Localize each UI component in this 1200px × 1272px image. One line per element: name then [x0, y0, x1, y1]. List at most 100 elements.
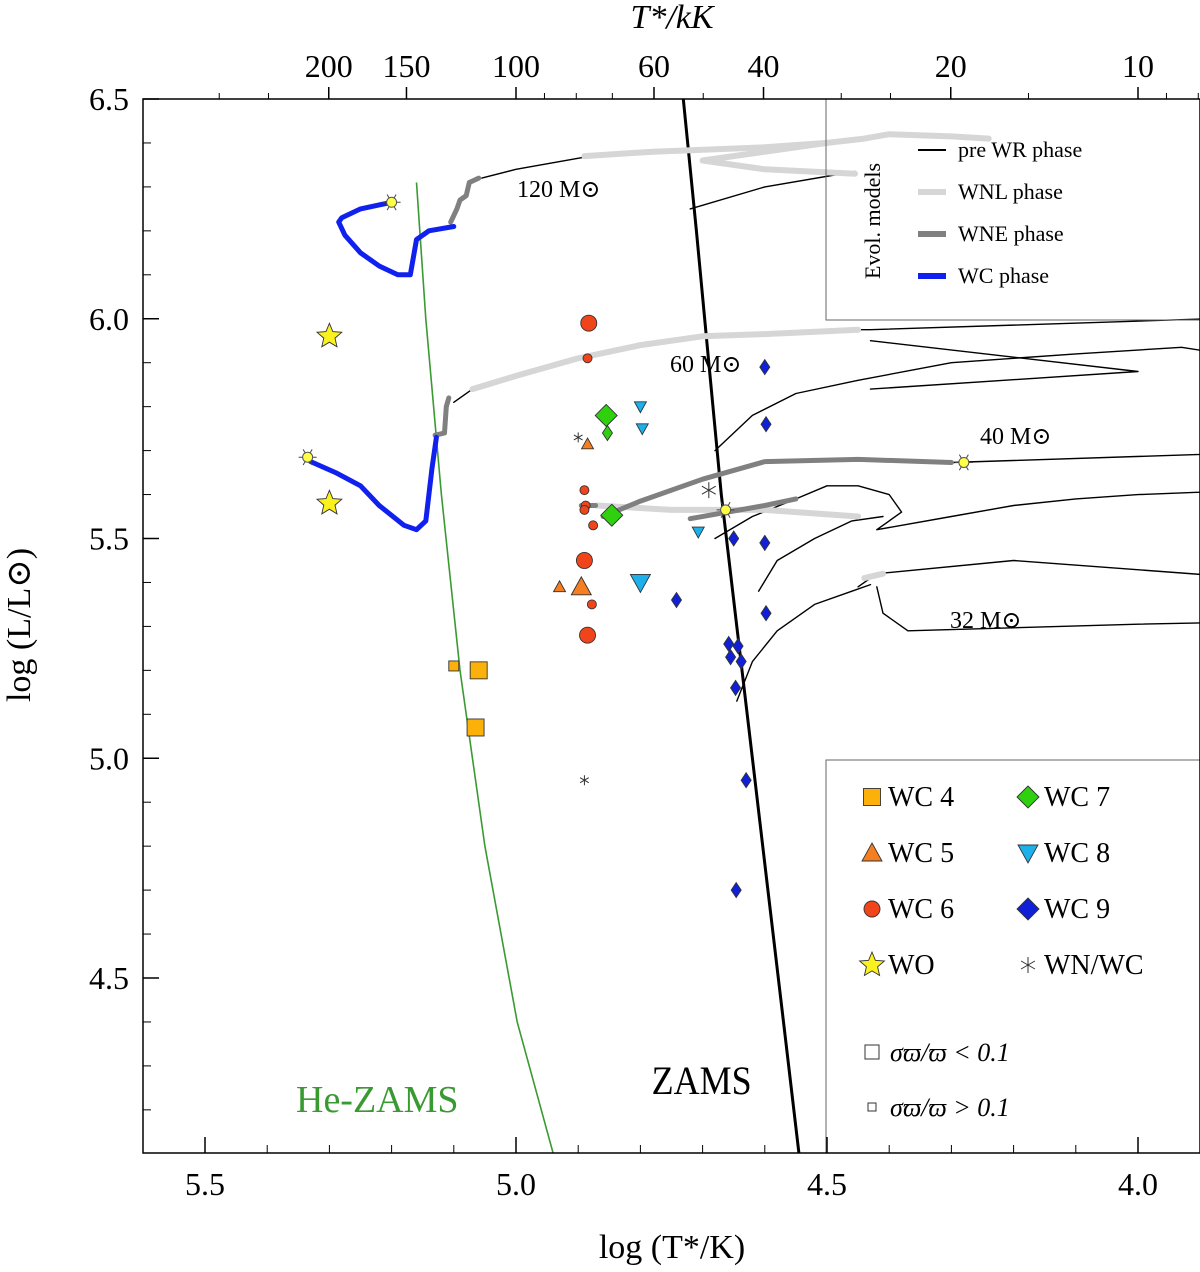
top-axis-title: T*/kK: [630, 0, 715, 36]
data-point-wc6: [582, 353, 593, 364]
zams-label: ZAMS: [652, 1059, 752, 1103]
data-point-wc9: [725, 648, 737, 666]
marker-legend-label-wc4: WC 4: [888, 782, 954, 813]
legend-marker-wc8: [1017, 844, 1039, 864]
track-label-32: 32 M⊙: [950, 608, 1021, 634]
y-tick-label: 4.5: [89, 960, 129, 996]
data-point-wc6: [586, 599, 597, 610]
track-wnl: [581, 131, 992, 160]
top-tick-label: 20: [935, 48, 967, 84]
track-pre-wr: [481, 155, 592, 179]
track-label-120: 120 M⊙: [517, 177, 600, 203]
x-axis-title: log (T*/K): [599, 1229, 745, 1266]
track-end-marker: [382, 194, 401, 211]
data-point-wc9: [723, 635, 735, 653]
data-point-wc8: [633, 401, 648, 414]
track-pre-wr: [869, 340, 1139, 390]
marker-legend-label-wc8: WC 8: [1044, 838, 1110, 869]
track-wnl: [861, 570, 886, 582]
marker-legend-label-wo: WO: [888, 950, 935, 981]
data-point-wc9: [759, 534, 771, 552]
legend-marker-wo: [858, 950, 886, 977]
evol-legend-label-wc: WC phase: [958, 263, 1049, 288]
track-wc: [308, 434, 439, 533]
data-point-wc9: [730, 679, 742, 697]
data-point-wc4: [448, 660, 460, 672]
he-zams-line: [415, 182, 554, 1153]
data-point-wc5: [570, 575, 593, 596]
data-point-wnwc-ray: [701, 485, 716, 495]
track-end-marker-dot: [958, 456, 970, 468]
track-pre-wr: [757, 515, 884, 592]
data-point-wc8: [691, 526, 706, 539]
data-point-wc9: [759, 358, 771, 376]
top-tick-label: 200: [305, 48, 353, 84]
legend-marker-wc7: [1016, 785, 1040, 809]
track-wnl: [699, 139, 858, 177]
data-point-wc4: [469, 661, 488, 680]
data-point-wnwc: [573, 432, 583, 443]
data-point-wc9: [730, 881, 742, 899]
data-point-wnwc: [701, 482, 716, 499]
legend-marker-wnwc: [1020, 957, 1036, 973]
data-point-wnwc: [579, 775, 590, 786]
evol-legend-label-wne: WNE phase: [958, 221, 1064, 246]
data-point-wc9: [670, 591, 683, 609]
legend-marker-wc5: [861, 842, 883, 862]
top-tick-label: 60: [638, 48, 670, 84]
track-end-marker: [716, 501, 735, 518]
data-point-wc9: [760, 604, 772, 622]
y-tick-label: 6.0: [89, 301, 129, 337]
legend-size-swatch-small: [867, 1102, 877, 1112]
track-wne: [600, 456, 954, 519]
marker-legend-label-wnwc: WN/WC: [1044, 950, 1144, 981]
evol-legend-label-wnl: WNL phase: [958, 179, 1063, 204]
data-point-wc4: [466, 718, 485, 737]
data-point-wc8: [629, 574, 652, 594]
data-point-wc9: [732, 637, 744, 655]
data-point-wc5: [580, 437, 595, 450]
track-pre-wr: [689, 170, 856, 210]
evol-legend-title: Evol. models: [860, 163, 885, 279]
track-end-marker-dot: [302, 451, 314, 463]
track-end-marker-dot: [386, 196, 398, 208]
evol-legend-box: [825, 99, 1200, 321]
legend-marker-wc6: [863, 900, 881, 918]
track-pre-wr: [950, 453, 1200, 464]
data-point-wc6: [580, 314, 598, 332]
data-point-wnwc-ray: [579, 777, 590, 784]
track-pre-wr: [453, 388, 474, 403]
data-point-wc8: [635, 423, 650, 436]
data-point-wc6: [579, 485, 590, 496]
data-point-wo: [315, 489, 343, 515]
x-tick-label: 4.5: [807, 1166, 847, 1202]
track-label-40: 40 M⊙: [980, 424, 1051, 450]
data-point-wc9: [760, 415, 772, 433]
data-point-wc6: [575, 552, 593, 569]
marker-legend-label-wc6: WC 6: [888, 894, 954, 925]
legend-marker-wc9: [1016, 897, 1040, 921]
evol-legend-label-pre-wr: pre WR phase: [958, 137, 1082, 162]
track-label-60: 60 M⊙: [670, 352, 741, 378]
data-point-wc6: [579, 504, 590, 515]
data-point-wc6: [588, 520, 599, 531]
track-end-marker: [954, 454, 973, 471]
track-pre-wr: [714, 318, 1200, 452]
data-point-wc6: [579, 626, 596, 644]
track-end-marker-dot: [720, 504, 732, 516]
track-pre-wr: [736, 583, 872, 702]
legend-size-swatch-large: [864, 1044, 880, 1060]
data-point-wnwc-ray: [573, 434, 583, 441]
data-point-wc9: [740, 771, 752, 789]
x-tick-label: 4.0: [1118, 1166, 1158, 1202]
x-tick-label: 5.5: [185, 1166, 225, 1202]
y-tick-label: 6.5: [89, 81, 129, 117]
top-tick-label: 40: [748, 48, 780, 84]
data-point-wc7: [601, 424, 613, 442]
y-tick-label: 5.0: [89, 740, 129, 776]
y-tick-label: 5.5: [89, 521, 129, 557]
legend-marker-wnwc-ray: [1020, 960, 1036, 970]
track-wne: [448, 175, 482, 225]
zams-line: [681, 99, 801, 1153]
